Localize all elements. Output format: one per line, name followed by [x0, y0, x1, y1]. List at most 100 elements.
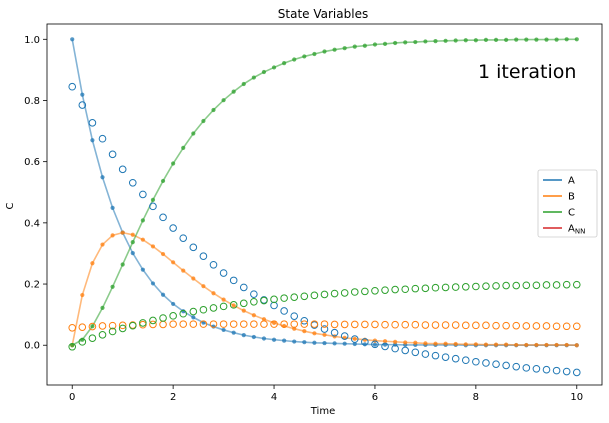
data-point-c [574, 37, 579, 42]
data-point-c-nn [482, 282, 490, 290]
data-point-c-nn [98, 331, 107, 339]
data-point-c-nn [340, 289, 349, 297]
data-point-a-nn [421, 350, 430, 358]
data-point-c [362, 43, 367, 48]
y-axis-label: C [5, 202, 16, 209]
data-point-c [140, 218, 145, 223]
data-point-c-nn [552, 281, 561, 289]
data-point-b-nn [371, 320, 379, 329]
data-point-a-nn [108, 150, 117, 159]
data-point-c-nn [118, 324, 127, 333]
data-point-a [80, 92, 85, 97]
data-point-a [100, 175, 105, 180]
data-point-a-nn [149, 202, 157, 211]
data-point-a-nn [229, 276, 238, 285]
data-point-a-nn [492, 360, 500, 368]
data-point-b [140, 237, 145, 242]
data-point-b [403, 340, 408, 345]
data-point-c [524, 37, 529, 42]
data-point-c-nn [562, 280, 571, 289]
data-point-a-nn [431, 351, 440, 360]
data-point-b-nn [149, 320, 157, 329]
data-point-c-nn [310, 291, 319, 300]
y-tick-label: 0.2 [24, 280, 40, 291]
data-point-c [534, 37, 539, 42]
data-point-b-nn [98, 322, 107, 330]
data-point-c-nn [350, 288, 359, 296]
data-point-a-nn [320, 325, 329, 333]
data-point-c-nn [159, 314, 167, 322]
legend-label-subscript: NN [575, 228, 585, 236]
data-point-b-nn [532, 322, 541, 330]
data-point-c-nn [250, 297, 258, 306]
data-point-a-nn [68, 82, 77, 91]
data-point-c [352, 44, 357, 49]
data-point-c [191, 131, 196, 136]
data-point-b [524, 342, 529, 348]
data-point-b-nn [260, 320, 268, 328]
data-point-a-nn [512, 362, 521, 371]
data-point-a [261, 336, 267, 341]
data-point-c-nn [88, 334, 97, 342]
data-point-a-nn [118, 165, 127, 174]
data-point-c [251, 75, 256, 80]
data-point-b [261, 317, 267, 322]
data-point-b-nn [270, 320, 278, 328]
data-point-c-nn [522, 281, 531, 290]
data-point-b-nn [461, 321, 470, 330]
data-point-c [150, 197, 156, 203]
data-point-c-nn [472, 282, 480, 291]
data-point-c [342, 46, 347, 51]
data-point-b-nn [472, 321, 480, 330]
x-tick-label: 0 [69, 392, 75, 403]
data-point-c-nn [270, 295, 278, 304]
legend-label: B [568, 192, 575, 203]
data-point-c [100, 305, 105, 311]
data-point-b-nn [381, 320, 389, 329]
x-tick-label: 8 [473, 392, 479, 403]
data-point-b [201, 284, 206, 289]
data-point-b [312, 331, 317, 336]
data-point-c-nn [209, 304, 218, 312]
data-point-c [504, 37, 509, 43]
data-point-c [282, 61, 287, 66]
data-point-a-nn [441, 353, 450, 361]
data-point-c [372, 42, 378, 47]
data-point-a-nn [411, 348, 420, 357]
x-axis-label: Time [310, 406, 335, 417]
data-point-b [271, 320, 277, 325]
data-point-b [231, 303, 236, 308]
data-point-c-nn [128, 321, 137, 330]
y-tick-label: 0.8 [24, 96, 40, 107]
data-point-a [221, 327, 226, 333]
data-point-a-nn [179, 234, 188, 242]
data-point-a-nn [280, 307, 288, 315]
data-point-a [322, 340, 327, 346]
iteration-annotation: 1 iteration [478, 61, 576, 83]
x-tick-label: 6 [372, 392, 378, 403]
data-point-c-nn [381, 286, 389, 294]
data-point-c-nn [502, 281, 510, 290]
data-point-c-nn [189, 307, 198, 316]
data-point-b-nn [78, 323, 87, 331]
data-point-c [564, 37, 569, 42]
data-point-c [423, 39, 428, 44]
data-point-c [201, 118, 206, 124]
data-point-a-nn [381, 342, 389, 351]
data-point-b [443, 341, 448, 346]
data-point-c [241, 81, 246, 87]
data-point-b [100, 242, 105, 247]
data-point-a [70, 37, 75, 42]
data-point-b [564, 342, 569, 348]
data-point-a-nn [139, 190, 147, 199]
data-point-c [312, 51, 317, 57]
data-point-a-nn [98, 134, 107, 143]
data-point-b-nn [350, 320, 359, 329]
data-point-c-nn [280, 294, 288, 302]
data-point-b-nn [219, 320, 228, 328]
data-point-c-nn [401, 285, 410, 294]
data-point-a [160, 292, 166, 297]
data-point-a [90, 138, 95, 143]
x-tick-label: 10 [570, 392, 583, 403]
